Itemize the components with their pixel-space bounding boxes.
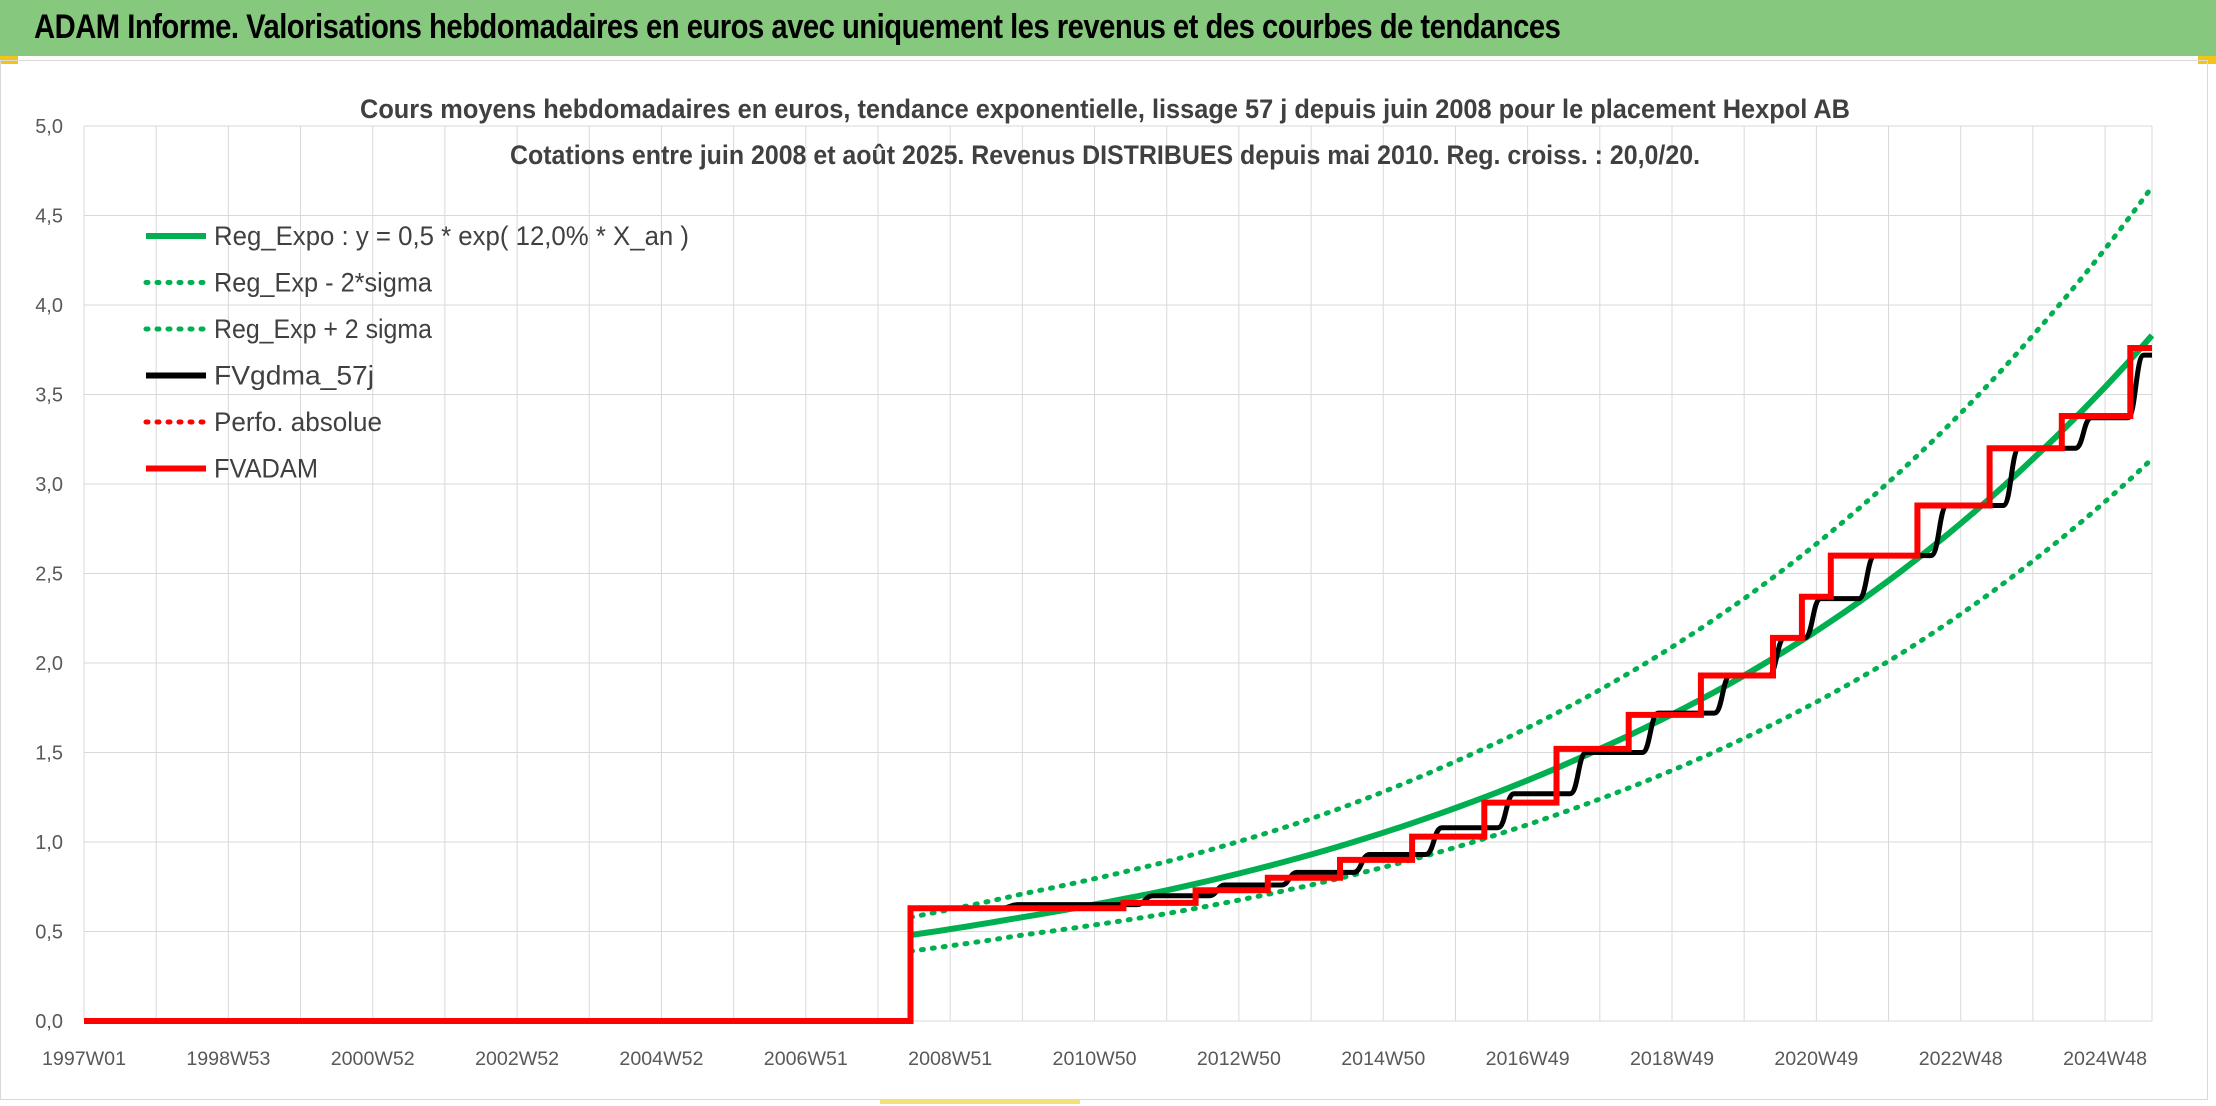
legend-label: Perfo. absolue [214,407,382,437]
legend-label: Reg_Expo : y = 0,5 * exp( 12,0% * X_an ) [214,221,689,251]
x-tick-label: 2004W52 [619,1049,703,1070]
grid-lines [83,125,2153,1022]
series-layer [84,184,2155,1024]
legend-label: FVADAM [214,454,318,484]
legend-reg-exp-minus: Reg_Exp - 2*sigma [143,268,433,298]
x-tick-label: 2016W49 [1486,1049,1570,1070]
legend: Reg_Expo : y = 0,5 * exp( 12,0% * X_an )… [143,221,689,484]
y-tick-label: 0,0 [35,1011,63,1033]
legend-label: Reg_Exp - 2*sigma [214,268,433,298]
report-banner: ADAM Informe. Valorisations hebdomadaire… [0,0,2216,56]
chart-subtitle: Cotations entre juin 2008 et août 2025. … [510,140,1700,170]
y-tick-label: 1,5 [35,743,63,765]
x-axis-ticks: 1997W01 1998W53 2000W52 2002W52 2004W52 2006W… [42,1049,2147,1070]
legend-reg-expo: Reg_Expo : y = 0,5 * exp( 12,0% * X_an ) [146,221,689,251]
x-tick-label: 1997W01 [42,1049,126,1070]
legend-fvgdma: FVgdma_57j [146,361,374,391]
bottom-strip [880,1100,1080,1104]
series-reg-expo-line [910,333,2155,939]
legend-perfo-absolue: Perfo. absolue [143,407,382,437]
y-tick-label: 4,0 [35,295,63,317]
chart-title: Cours moyens hebdomadaires en euros, ten… [360,94,1850,124]
legend-label: FVgdma_57j [214,361,374,391]
y-tick-label: 1,0 [35,832,63,854]
y-tick-label: 5,0 [35,116,63,138]
y-tick-label: 2,0 [35,653,63,675]
y-axis-ticks: 0,0 0,5 1,0 1,5 2,0 2,5 3,0 3,5 4,0 4,5 5,0 [35,116,63,1033]
y-tick-label: 3,0 [35,474,63,496]
series-fvadam-line [84,345,2152,1024]
x-tick-label: 2022W48 [1919,1049,2003,1070]
x-tick-label: 2018W49 [1630,1049,1714,1070]
y-tick-label: 4,5 [35,206,63,228]
x-tick-label: 2020W49 [1774,1049,1858,1070]
x-tick-label: 1998W53 [186,1049,270,1070]
x-tick-label: 2014W50 [1341,1049,1425,1070]
legend-reg-exp-plus: Reg_Exp + 2 sigma [143,314,433,344]
report-title: ADAM Informe. Valorisations hebdomadaire… [34,8,1561,46]
y-tick-label: 2,5 [35,564,63,586]
chart-frame [0,60,2208,1100]
x-tick-label: 2008W51 [908,1049,992,1070]
x-tick-label: 2006W51 [764,1049,848,1070]
x-tick-label: 2024W48 [2063,1049,2147,1070]
x-tick-label: 2012W50 [1197,1049,1281,1070]
series-fvgdma-line [84,352,2152,1024]
x-tick-label: 2010W50 [1053,1049,1137,1070]
series-reg-exp-minus-line [908,456,2155,954]
x-tick-label: 2000W52 [331,1049,415,1070]
y-tick-label: 0,5 [35,922,63,944]
legend-label: Reg_Exp + 2 sigma [214,314,433,344]
y-tick-label: 3,5 [35,385,63,407]
series-reg-exp-plus-line [908,184,2155,920]
x-tick-label: 2002W52 [475,1049,559,1070]
legend-fvadam: FVADAM [146,454,318,484]
